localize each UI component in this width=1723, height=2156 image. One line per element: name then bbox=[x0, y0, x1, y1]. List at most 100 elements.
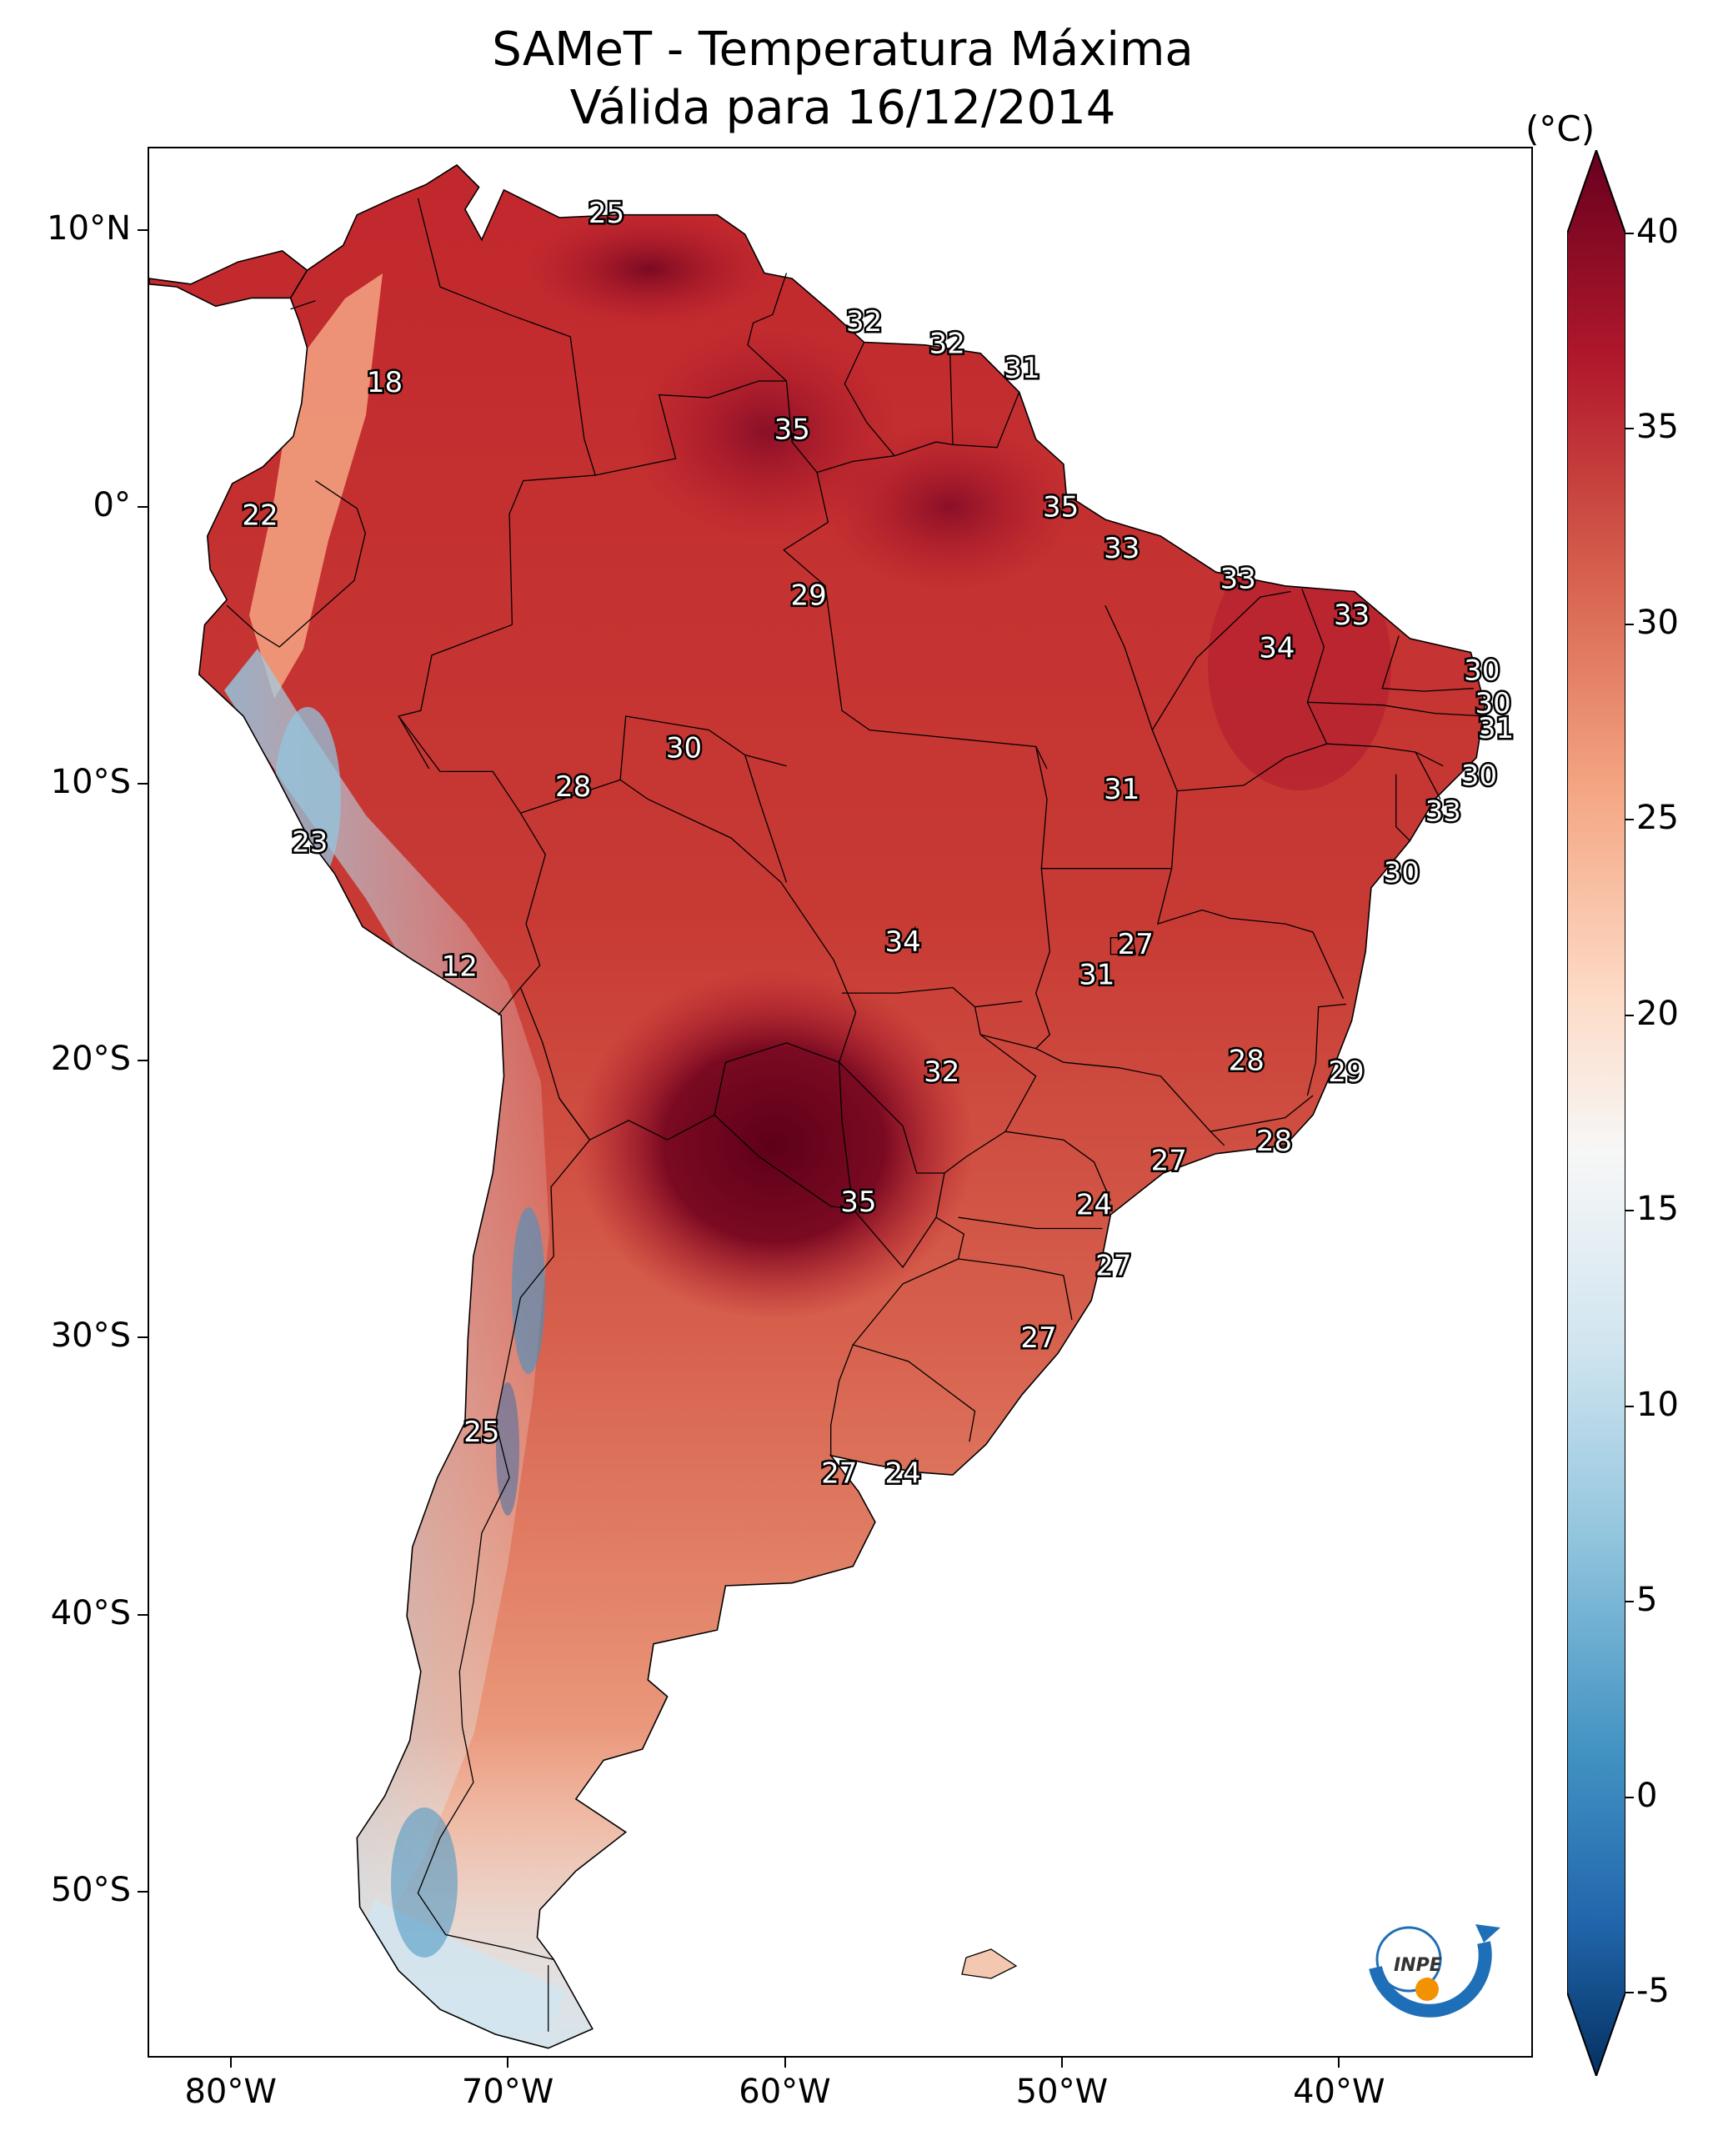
contour-label: 25 bbox=[463, 1416, 499, 1449]
border-line bbox=[747, 273, 788, 382]
border-line bbox=[1306, 1003, 1347, 1096]
lat-tick-mark bbox=[138, 228, 148, 231]
lon-tick-label: 80°W bbox=[184, 2073, 277, 2111]
colorbar-tick-mark bbox=[1625, 623, 1634, 625]
contour-label: 24 bbox=[884, 1457, 920, 1491]
border-line bbox=[398, 715, 430, 770]
contour-label: 28 bbox=[1256, 1125, 1292, 1158]
map-area: 25 32 32 31 18 35 22 35 33 33 29 33 34 30 30 31 30 30 28 31… bbox=[148, 147, 1533, 2058]
contour-label: 31 bbox=[1478, 712, 1514, 745]
colorbar-tick-mark bbox=[1625, 1014, 1634, 1016]
border-line bbox=[714, 1114, 854, 1210]
border-line bbox=[958, 1216, 1103, 1230]
lat-tick-label: 50°S bbox=[50, 1870, 131, 1909]
colorbar-tick-label: 30 bbox=[1636, 603, 1679, 642]
lat-tick-mark bbox=[138, 1060, 148, 1062]
colorbar-tick-mark bbox=[1625, 1210, 1634, 1212]
colorbar-tick-label: 5 bbox=[1636, 1581, 1658, 1620]
contour-label: 32 bbox=[924, 1055, 959, 1089]
contour-label: 27 bbox=[821, 1457, 857, 1491]
border-line bbox=[1109, 937, 1137, 955]
lon-tick-label: 40°W bbox=[1293, 2073, 1385, 2111]
colorbar-tick-mark bbox=[1625, 428, 1634, 430]
map-subtitle: Válida para 16/12/2014 bbox=[569, 81, 1116, 135]
colorbar-tick-label: 15 bbox=[1636, 1190, 1679, 1229]
lon-tick-mark bbox=[784, 2058, 786, 2068]
colorbar-unit: (°C) bbox=[1525, 108, 1595, 149]
colorbar-tick-label: 25 bbox=[1636, 799, 1679, 838]
border-line bbox=[619, 715, 787, 780]
lon-tick-mark bbox=[1060, 2058, 1063, 2068]
contour-label: 30 bbox=[666, 731, 702, 765]
contour-label: 30 bbox=[1461, 760, 1497, 793]
lon-tick-mark bbox=[1338, 2058, 1340, 2068]
contour-label: 29 bbox=[790, 579, 826, 613]
contour-label: 33 bbox=[1220, 563, 1256, 596]
coastline bbox=[149, 163, 1486, 2049]
colorbar-tick-mark bbox=[1625, 1992, 1634, 1993]
lat-tick-mark bbox=[138, 783, 148, 785]
lon-tick-mark bbox=[229, 2058, 232, 2068]
contour-label: 23 bbox=[292, 825, 328, 859]
contour-label: 27 bbox=[1151, 1144, 1187, 1177]
colorbar-tick-label: 20 bbox=[1636, 994, 1679, 1033]
contour-label: 28 bbox=[555, 770, 591, 804]
contour-label: 22 bbox=[242, 499, 278, 532]
border-line bbox=[1151, 590, 1291, 730]
border-line bbox=[1156, 868, 1345, 1000]
colorbar-tick-label: 40 bbox=[1636, 213, 1679, 251]
inpe-logo: INPE bbox=[1369, 1924, 1500, 2018]
contour-label: 30 bbox=[1384, 856, 1420, 890]
contour-label: 33 bbox=[1425, 795, 1461, 829]
logo-text: INPE bbox=[1394, 1955, 1442, 1976]
lat-tick-mark bbox=[138, 505, 148, 508]
border-line bbox=[1307, 701, 1383, 706]
border-line bbox=[949, 350, 954, 445]
border-line bbox=[1415, 751, 1441, 800]
border-line bbox=[417, 198, 597, 625]
contour-label: 33 bbox=[1334, 599, 1370, 632]
falkland-islands bbox=[961, 1948, 1018, 1979]
lat-tick-label: 30°S bbox=[50, 1316, 131, 1356]
border-line bbox=[1210, 1131, 1225, 1146]
lat-tick-mark bbox=[138, 1613, 148, 1616]
contour-label: 28 bbox=[1229, 1045, 1265, 1078]
contour-label: 34 bbox=[884, 925, 920, 959]
border-line bbox=[417, 1098, 591, 1961]
border-line bbox=[974, 868, 1051, 1050]
contour-label: 32 bbox=[929, 327, 965, 360]
colorbar-tick-mark bbox=[1625, 1405, 1634, 1407]
border-line bbox=[1395, 774, 1410, 841]
lat-tick-mark bbox=[138, 1890, 148, 1893]
contour-label: 27 bbox=[1095, 1250, 1131, 1283]
lat-tick-mark bbox=[138, 1336, 148, 1339]
border-line bbox=[783, 472, 1048, 770]
contour-label: 27 bbox=[1118, 928, 1154, 961]
contour-label: 18 bbox=[367, 366, 403, 399]
contour-label: 27 bbox=[1020, 1321, 1056, 1355]
colorbar-tick-mark bbox=[1625, 819, 1634, 821]
contour-label: 31 bbox=[1104, 773, 1139, 806]
colorbar-tick-mark bbox=[1625, 1796, 1634, 1798]
border-line bbox=[398, 624, 547, 1016]
border-line bbox=[1381, 635, 1474, 692]
contour-label: 30 bbox=[1464, 654, 1500, 687]
contour-label: 24 bbox=[1076, 1188, 1112, 1221]
contour-label: 31 bbox=[1004, 352, 1039, 385]
colorbar-tick-mark bbox=[1625, 1601, 1634, 1603]
colorbar-tick-label: 10 bbox=[1636, 1385, 1679, 1424]
border-line bbox=[1177, 743, 1327, 792]
colorbar-tick-label: 0 bbox=[1636, 1776, 1658, 1815]
country-state-borders bbox=[226, 198, 1485, 2032]
border-line bbox=[226, 480, 366, 648]
contour-label: 31 bbox=[1079, 959, 1114, 992]
contour-label: 29 bbox=[1328, 1055, 1364, 1089]
lat-tick-label: 20°S bbox=[50, 1040, 131, 1079]
map-title: SAMeT - Temperatura Máxima bbox=[492, 23, 1194, 77]
border-line bbox=[595, 380, 1020, 476]
border-line bbox=[1035, 1048, 1314, 1132]
contour-label: 30 bbox=[1475, 687, 1510, 720]
contour-label: 32 bbox=[846, 305, 882, 338]
colorbar-tick-mark bbox=[1625, 233, 1634, 234]
contour-label: 35 bbox=[1043, 490, 1079, 524]
